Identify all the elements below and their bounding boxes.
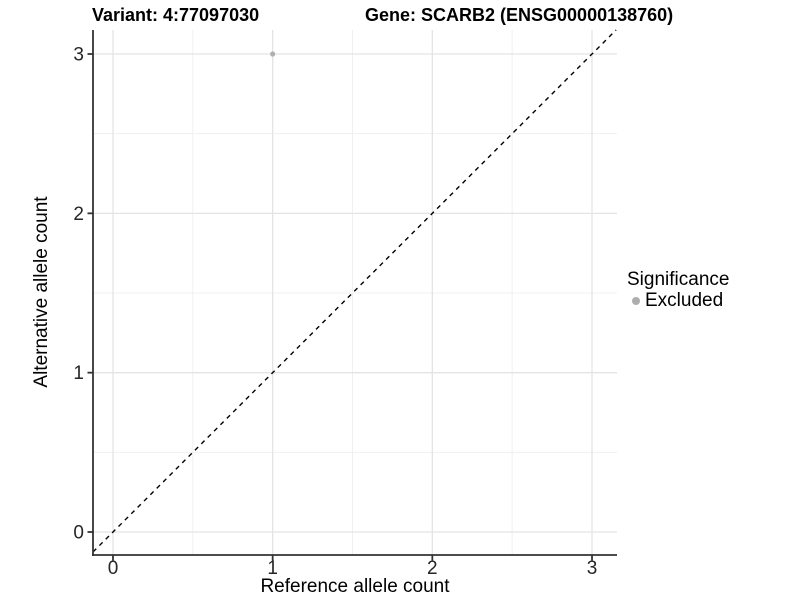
- legend-item-excluded: Excluded: [627, 291, 729, 311]
- legend-item-label: Excluded: [645, 290, 724, 311]
- x-tick-label: 1: [267, 558, 278, 579]
- legend-title: Significance: [627, 269, 730, 290]
- y-tick-label: 2: [73, 204, 84, 225]
- y-tick-label: 0: [73, 523, 84, 544]
- identity-dashed-line: [92, 29, 617, 553]
- y-tick-label: 1: [73, 363, 84, 384]
- x-tick-label: 2: [427, 558, 438, 579]
- y-tick-label: 3: [73, 45, 84, 66]
- x-axis-label: Reference allele count: [260, 576, 450, 597]
- legend: Significance Excluded: [627, 269, 729, 311]
- x-tick-label: 0: [108, 558, 119, 579]
- data-point: [270, 51, 276, 57]
- y-axis-label: Alternative allele count: [31, 196, 52, 388]
- x-tick-label: 3: [587, 558, 598, 579]
- plot-title-variant: Variant: 4:77097030: [92, 5, 260, 25]
- legend-point-icon: [632, 297, 640, 305]
- plot-title-gene: Gene: SCARB2 (ENSG00000138760): [365, 5, 674, 25]
